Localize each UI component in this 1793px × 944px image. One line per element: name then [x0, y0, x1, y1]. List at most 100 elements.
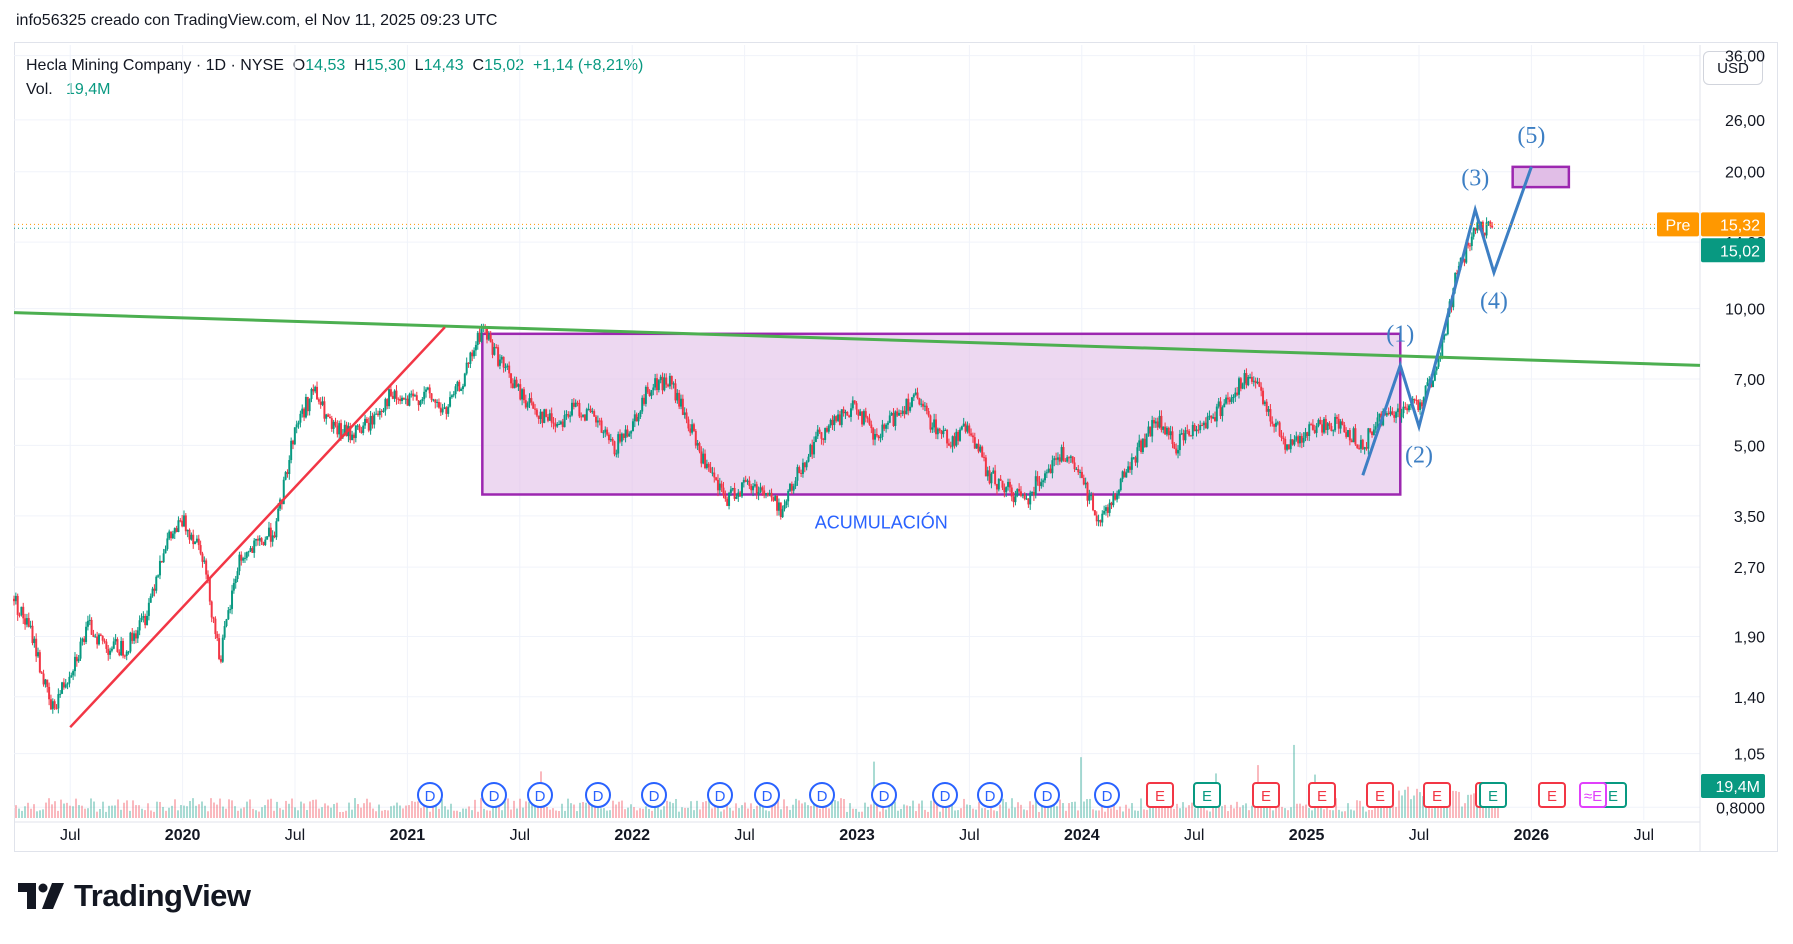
earnings-marker[interactable]: E	[1538, 782, 1566, 808]
candle-body	[1284, 438, 1287, 450]
symbol-title[interactable]: Hecla Mining Company · 1D · NYSE	[26, 57, 284, 74]
candle-body	[1372, 429, 1375, 435]
dividend-marker[interactable]: D	[585, 782, 611, 808]
candle-body	[765, 493, 768, 495]
candle-body	[1295, 436, 1298, 441]
earnings-marker[interactable]: E	[1308, 782, 1336, 808]
candle-body	[829, 419, 832, 426]
price-axis: 36,0026,0020,0014,0010,007,005,003,502,7…	[1657, 49, 1765, 817]
volume-bar	[1329, 809, 1331, 818]
volume-bar	[738, 808, 740, 818]
candle-body	[1149, 426, 1152, 437]
candle-body	[1234, 392, 1237, 397]
volume-bar	[1350, 809, 1352, 818]
earnings-marker[interactable]: E	[1252, 782, 1280, 808]
volume-bar	[1122, 811, 1124, 818]
dividend-marker[interactable]: D	[1034, 782, 1060, 808]
volume-bar	[711, 808, 713, 818]
candle-body	[1385, 413, 1388, 416]
candle-body	[849, 408, 852, 417]
candle-body	[386, 399, 389, 407]
candle-body	[430, 393, 433, 400]
volume-bar	[1236, 801, 1238, 818]
volume-bar	[153, 811, 155, 818]
volume-bar	[1098, 810, 1100, 818]
candle-body	[1358, 447, 1361, 449]
candle-body	[1051, 460, 1054, 474]
candle-body	[306, 396, 309, 412]
candle-body	[160, 560, 163, 563]
earnings-marker[interactable]: E	[1479, 782, 1507, 808]
dividend-marker[interactable]: D	[641, 782, 667, 808]
candle-body	[1334, 416, 1337, 431]
candle-body	[970, 433, 973, 436]
volume-bar	[276, 801, 278, 818]
volume-bar	[228, 799, 230, 818]
volume-bar	[171, 805, 173, 818]
dividend-marker[interactable]: D	[809, 782, 835, 808]
candle-body	[992, 470, 995, 474]
dividend-marker[interactable]: D	[481, 782, 507, 808]
candle-body	[1302, 437, 1305, 443]
dividend-marker[interactable]: D	[871, 782, 897, 808]
candle-body	[798, 467, 801, 473]
volume-bar	[1182, 802, 1184, 818]
volume-bar	[969, 804, 971, 818]
svg-text:D: D	[879, 788, 890, 805]
candle-body	[92, 634, 95, 637]
candle-body	[722, 487, 725, 496]
earnings-marker[interactable]: E	[1366, 782, 1394, 808]
earnings-marker[interactable]: ≈E	[1579, 782, 1607, 808]
candle-body	[138, 620, 141, 631]
dividend-marker[interactable]: D	[1094, 782, 1120, 808]
volume-bar	[33, 804, 35, 818]
volume-bar	[1245, 803, 1247, 818]
candle-body	[1212, 417, 1215, 419]
volume-bar	[1026, 810, 1028, 818]
dividend-marker[interactable]: D	[932, 782, 958, 808]
candle-body	[1359, 439, 1362, 449]
svg-text:D: D	[817, 788, 828, 805]
candle-body	[61, 682, 64, 694]
candle-body	[378, 410, 381, 416]
currency-button[interactable]: USD	[1703, 51, 1763, 85]
volume-bar	[816, 806, 818, 818]
volume-bar	[1449, 800, 1451, 818]
candle-body	[1080, 471, 1083, 478]
candle-body	[990, 473, 993, 484]
volume-bar	[1167, 800, 1169, 818]
candle-body	[1219, 401, 1222, 417]
candle-body	[288, 460, 291, 475]
pre-value-text: 15,32	[1720, 217, 1760, 234]
candle-body	[840, 409, 843, 425]
volume-bar	[876, 803, 878, 818]
candle-body	[1016, 488, 1019, 496]
earnings-marker[interactable]: E	[1146, 782, 1174, 808]
dividend-marker[interactable]: D	[707, 782, 733, 808]
time-tick-label: 2022	[614, 827, 650, 844]
earnings-marker[interactable]: E	[1193, 782, 1221, 808]
candle-body	[1483, 232, 1486, 236]
volume-bar	[993, 810, 995, 818]
volume-bar	[939, 811, 941, 818]
dividend-marker[interactable]: D	[527, 782, 553, 808]
candle-body	[1112, 494, 1115, 506]
candle-body	[397, 398, 400, 400]
volume-bar	[69, 805, 71, 818]
candle-body	[1374, 426, 1377, 430]
dividend-marker[interactable]: D	[977, 782, 1003, 808]
candle-body	[1204, 422, 1207, 429]
dividend-marker[interactable]: D	[417, 782, 443, 808]
candle-body	[1191, 425, 1194, 436]
candle-body	[94, 636, 97, 638]
tradingview-logo[interactable]: TradingView	[18, 878, 251, 914]
volume-bar	[510, 809, 512, 818]
dividend-marker[interactable]: D	[754, 782, 780, 808]
earnings-marker[interactable]: E	[1423, 782, 1451, 808]
candle-body	[971, 435, 974, 438]
volume-bar	[1077, 810, 1079, 818]
candle-body	[931, 427, 934, 430]
volume-bar	[894, 801, 896, 818]
time-tick-label: 2026	[1514, 827, 1550, 844]
